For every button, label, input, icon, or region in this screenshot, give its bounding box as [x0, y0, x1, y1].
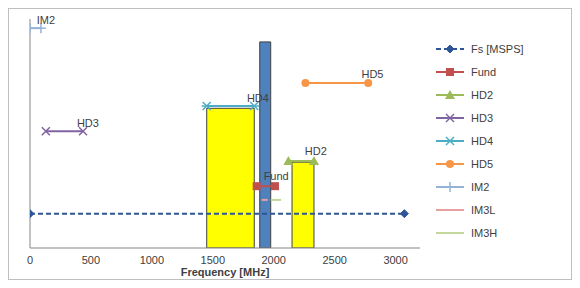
html-text:Fund: Fund: [471, 65, 497, 78]
svg-text:500: 500: [82, 254, 100, 266]
html-text:IM3H: IM3H: [471, 226, 498, 239]
svg-text:HD3: HD3: [77, 117, 99, 129]
html-text:Fs [MSPS]: Fs [MSPS]: [471, 42, 524, 55]
svg-text:Fund: Fund: [264, 170, 289, 182]
svg-text:Frequency [MHz]: Frequency [MHz]: [181, 266, 270, 278]
html-text:IM3L: IM3L: [471, 203, 496, 216]
svg-text:IM2: IM2: [37, 14, 55, 26]
svg-text:1500: 1500: [201, 254, 225, 266]
svg-text:1000: 1000: [140, 254, 164, 266]
html-text:HD5: HD5: [471, 157, 493, 170]
html-text:HD2: HD2: [471, 88, 493, 101]
svg-text:2500: 2500: [322, 254, 346, 266]
svg-text:2000: 2000: [262, 254, 286, 266]
svg-text:HD4: HD4: [247, 92, 269, 104]
html-text:IM2: IM2: [471, 180, 490, 193]
html-text:HD3: HD3: [471, 111, 493, 124]
svg-text:0: 0: [27, 254, 33, 266]
html-text:HD4: HD4: [471, 134, 493, 147]
svg-text:HD2: HD2: [305, 145, 327, 157]
svg-text:HD5: HD5: [361, 68, 383, 80]
svg-text:3000: 3000: [383, 254, 407, 266]
